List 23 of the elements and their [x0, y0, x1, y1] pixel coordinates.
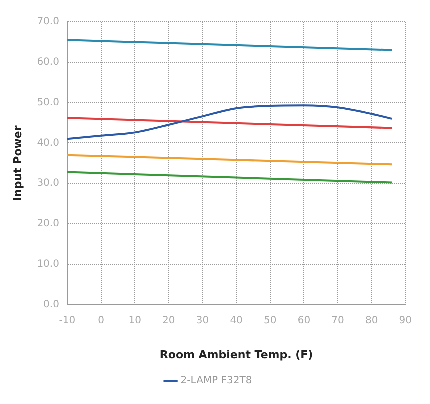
y-tick-label: 40.0 — [37, 138, 60, 149]
x-tick-label: 50 — [264, 315, 277, 326]
x-tick-label: 0 — [98, 315, 104, 326]
y-tick-label: 50.0 — [37, 97, 60, 108]
x-tick-label: 60 — [298, 315, 311, 326]
x-tick-label: -10 — [59, 315, 76, 326]
x-tick-label: 10 — [128, 315, 142, 326]
y-tick-label: 30.0 — [37, 178, 60, 190]
y-tick-label: 60.0 — [37, 56, 60, 68]
line-series — [67, 104, 394, 140]
x-tick-label: 40 — [230, 315, 243, 326]
x-tick-label: 80 — [365, 315, 378, 326]
x-tick-label: 20 — [162, 315, 176, 326]
legend-label: 2-LAMP F32T8 — [180, 376, 252, 387]
y-tick-label: 70.0 — [37, 16, 60, 28]
y-tick-label: 0.0 — [44, 299, 60, 310]
y-tick-label: 10.0 — [37, 258, 60, 270]
y-tick-label: 20.0 — [37, 218, 60, 230]
x-tick-label: 30 — [196, 315, 210, 326]
y-axis-title: Input Power — [11, 125, 24, 202]
x-axis-title: Room Ambient Temp. (F) — [160, 348, 314, 362]
x-tick-label: 70 — [332, 315, 344, 326]
x-tick-label: 90 — [399, 315, 412, 326]
